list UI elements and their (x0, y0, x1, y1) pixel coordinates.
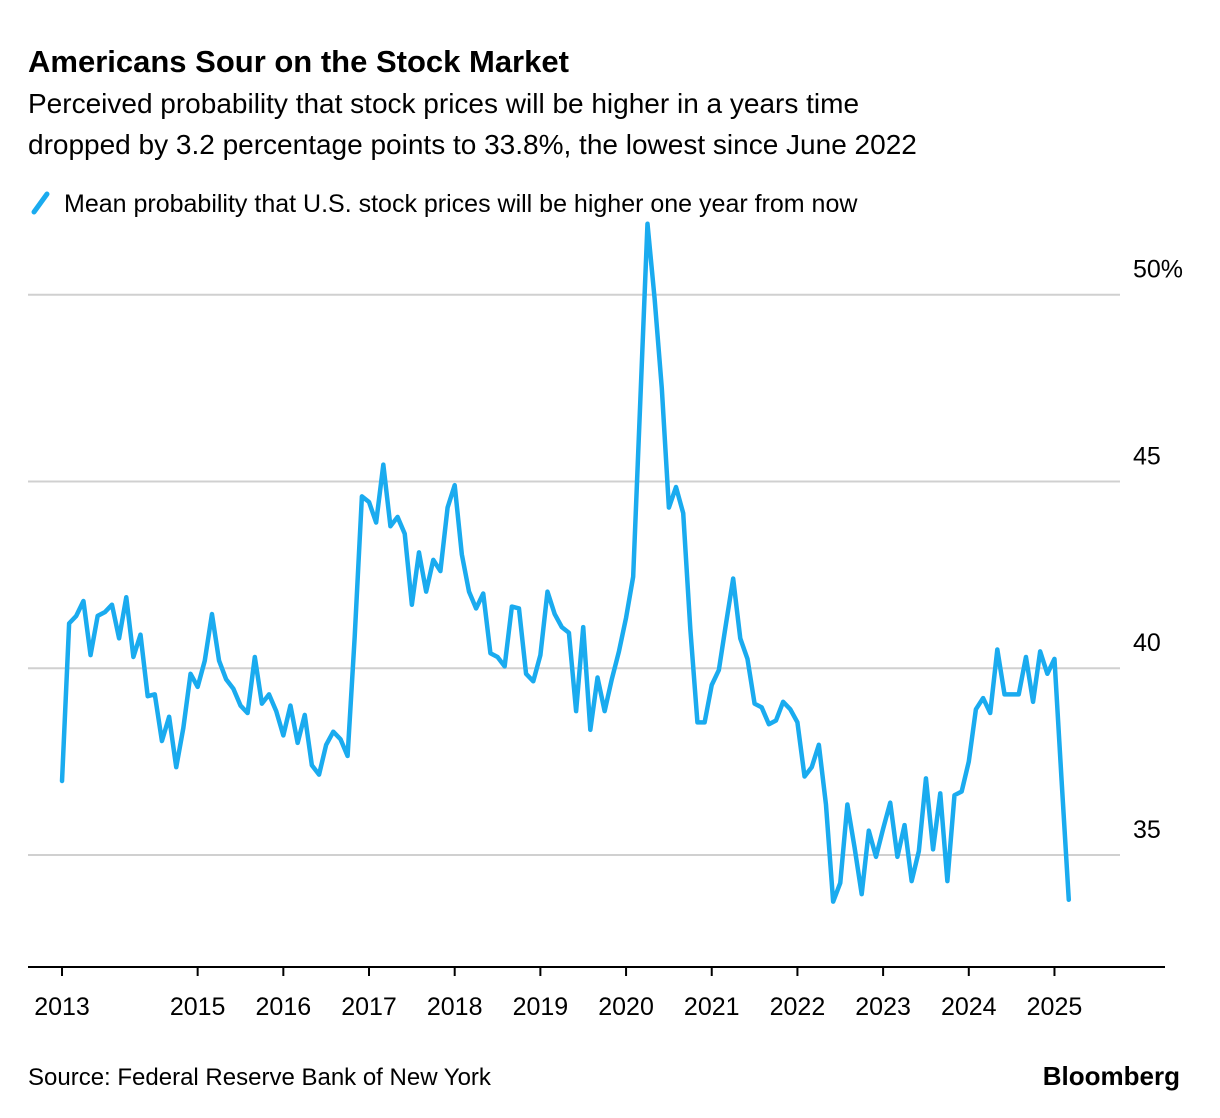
x-tick-label: 2013 (34, 993, 90, 1021)
y-tick-label: 35 (1133, 816, 1161, 844)
y-tick-label: 40 (1133, 629, 1161, 657)
chart-subtitle: Perceived probability that stock prices … (28, 88, 859, 119)
x-tick-label: 2022 (770, 993, 826, 1021)
x-tick-label: 2017 (341, 993, 397, 1021)
chart-subtitle: dropped by 3.2 percentage points to 33.8… (28, 129, 917, 160)
brand: Bloomberg (1043, 1061, 1180, 1091)
y-tick-label: 45 (1133, 442, 1161, 470)
x-tick-label: 2021 (684, 993, 740, 1021)
legend-swatch (31, 191, 50, 215)
y-tick-label: 50% (1133, 256, 1183, 284)
chart-title: Americans Sour on the Stock Market (28, 44, 569, 79)
x-tick-label: 2024 (941, 993, 997, 1021)
x-tick-label: 2015 (170, 993, 226, 1021)
data-line (59, 221, 1072, 904)
legend-label: Mean probability that U.S. stock prices … (64, 190, 858, 218)
x-tick-label: 2018 (427, 993, 483, 1021)
x-tick-label: 2023 (855, 993, 911, 1021)
x-tick-label: 2025 (1027, 993, 1083, 1021)
source: Source: Federal Reserve Bank of New York (28, 1064, 492, 1091)
x-tick-label: 2019 (513, 993, 569, 1021)
x-tick-label: 2020 (598, 993, 654, 1021)
x-tick-label: 2016 (256, 993, 312, 1021)
